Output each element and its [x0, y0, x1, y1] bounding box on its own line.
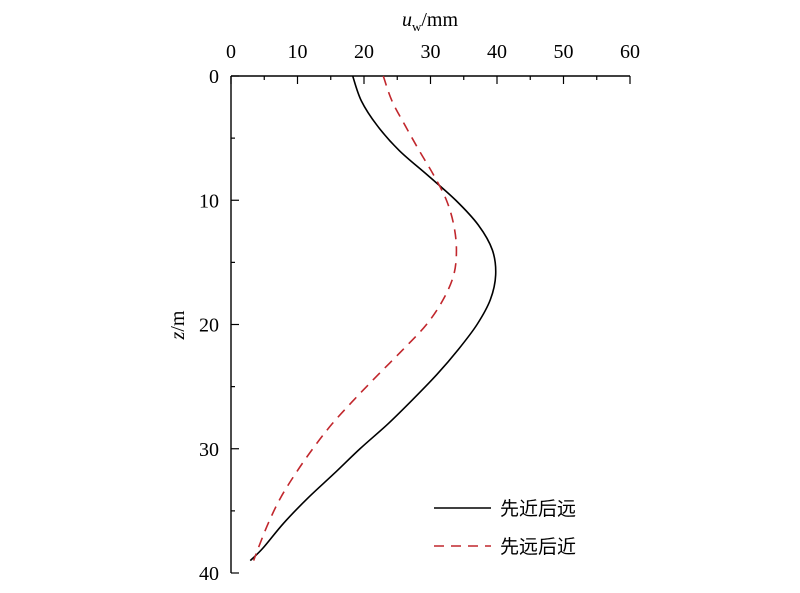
y-tick-label: 20 — [199, 315, 219, 337]
legend: 先近后远 先远后近 — [434, 498, 576, 558]
x-tick-label: 50 — [554, 41, 574, 63]
y-tick-label: 30 — [199, 439, 219, 461]
x-tick-label: 30 — [421, 41, 441, 63]
x-tick-label: 0 — [226, 41, 236, 63]
x-axis-title-subscript: w — [412, 19, 422, 34]
x-tick-label: 10 — [288, 41, 308, 63]
x-tick-label: 40 — [487, 41, 507, 63]
axes: 0 10 20 30 40 50 60 0 10 20 30 40 — [199, 41, 640, 585]
legend-entry: 先远后近 — [434, 536, 576, 558]
x-axis-title-unit: /mm — [421, 9, 458, 31]
legend-entry: 先近后远 — [434, 498, 576, 520]
x-tick-label: 60 — [620, 41, 640, 63]
legend-label: 先远后近 — [500, 536, 576, 558]
y-axis-title: z/m — [167, 310, 189, 340]
series-line-dashed — [252, 75, 458, 561]
y-axis-title-variable: z — [167, 331, 189, 340]
x-axis-title-variable: u — [402, 9, 412, 31]
legend-label: 先近后远 — [500, 498, 576, 520]
series-line-solid — [249, 75, 497, 562]
y-tick-label: 0 — [209, 66, 219, 88]
x-tick-label: 20 — [354, 41, 374, 63]
x-axis-title: uw/mm — [402, 9, 459, 34]
y-tick-label: 10 — [199, 190, 219, 212]
y-axis-title-unit: /m — [167, 310, 189, 332]
plot-series — [249, 75, 497, 562]
y-tick-label: 40 — [199, 563, 219, 585]
